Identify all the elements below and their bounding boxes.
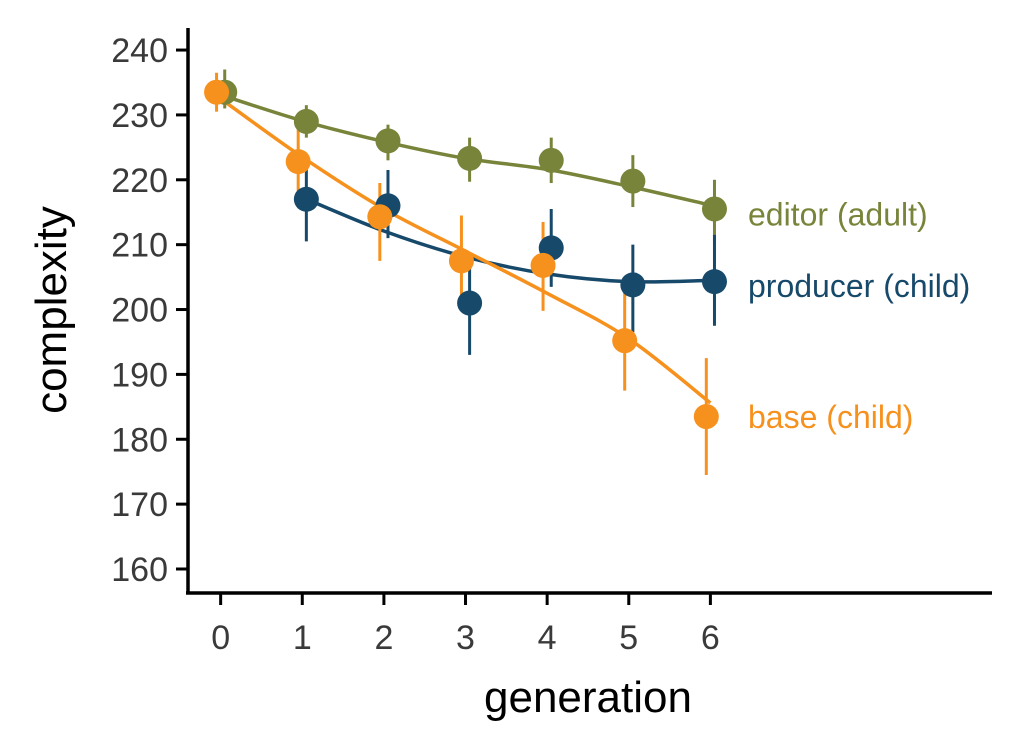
- series-label: editor (adult): [748, 197, 928, 233]
- x-tick-label: 0: [211, 619, 230, 657]
- y-tick-label: 180: [111, 421, 168, 459]
- point-editor-adult: [293, 108, 319, 134]
- series-labels: editor (adult) producer (child) base (chil…: [748, 197, 970, 435]
- point-editor-adult: [620, 168, 646, 194]
- x-tick-label: 1: [293, 619, 312, 657]
- point-base-child: [367, 204, 393, 230]
- series-label: producer (child): [748, 268, 970, 304]
- point-editor-adult: [375, 128, 401, 154]
- y-tick-label: 210: [111, 227, 168, 265]
- ticks: 160 170 180 190 200 210 220 230 240 0 1 2 3 4 5 6: [111, 32, 720, 657]
- point-producer-child: [620, 272, 646, 298]
- x-axis-title: generation: [484, 673, 692, 722]
- point-editor-adult: [538, 147, 564, 173]
- x-tick-label: 3: [456, 619, 475, 657]
- point-base-child: [448, 248, 474, 274]
- data-points: [204, 79, 727, 430]
- fit-lines: [219, 93, 712, 405]
- x-tick-label: 2: [374, 619, 393, 657]
- y-tick-label: 220: [111, 162, 168, 200]
- point-editor-adult: [701, 196, 727, 222]
- y-tick-label: 190: [111, 356, 168, 394]
- point-base-child: [530, 252, 556, 278]
- fit-line-producer-child: [301, 195, 711, 284]
- point-base-child: [612, 328, 638, 354]
- y-tick-label: 200: [111, 292, 168, 330]
- x-tick-label: 4: [538, 619, 557, 657]
- point-editor-adult: [457, 145, 483, 171]
- point-producer-child: [293, 186, 319, 212]
- point-producer-child: [701, 269, 727, 295]
- y-tick-label: 230: [111, 97, 168, 135]
- y-tick-label: 160: [111, 551, 168, 589]
- series-label: base (child): [748, 399, 913, 435]
- point-base-child: [285, 149, 311, 175]
- y-tick-label: 240: [111, 32, 168, 70]
- x-tick-label: 6: [701, 619, 720, 657]
- point-base-child: [693, 404, 719, 430]
- x-tick-label: 5: [619, 619, 638, 657]
- y-tick-label: 170: [111, 486, 168, 524]
- point-base-child: [204, 79, 230, 105]
- y-axis-title: complexity: [27, 206, 76, 414]
- point-producer-child: [457, 290, 483, 316]
